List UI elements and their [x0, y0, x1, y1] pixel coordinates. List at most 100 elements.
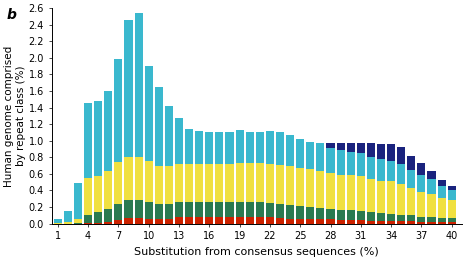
Bar — [427, 222, 436, 224]
Bar — [175, 217, 183, 224]
Bar — [327, 173, 335, 209]
Bar — [448, 218, 456, 222]
Bar — [185, 164, 193, 202]
Bar — [377, 181, 385, 213]
Bar — [296, 219, 304, 224]
Bar — [185, 217, 193, 224]
Bar — [54, 219, 62, 223]
Bar — [246, 217, 254, 224]
Bar — [397, 215, 405, 221]
Bar — [367, 157, 375, 179]
Bar — [336, 150, 345, 175]
Bar — [276, 132, 284, 165]
Bar — [418, 175, 425, 192]
Bar — [144, 161, 153, 202]
Bar — [64, 211, 72, 222]
Bar — [306, 219, 315, 224]
Bar — [397, 221, 405, 224]
Bar — [155, 204, 163, 219]
Bar — [357, 211, 365, 220]
Bar — [336, 210, 345, 220]
Bar — [418, 163, 425, 175]
Bar — [104, 171, 112, 209]
Bar — [215, 202, 223, 217]
Bar — [135, 200, 143, 218]
Bar — [377, 221, 385, 224]
Bar — [84, 215, 92, 223]
Bar — [407, 156, 415, 170]
X-axis label: Substitution from consensus sequences (%): Substitution from consensus sequences (%… — [134, 247, 379, 257]
Bar — [135, 13, 143, 157]
Bar — [84, 103, 92, 178]
Bar — [155, 166, 163, 204]
Bar — [296, 139, 304, 168]
Bar — [205, 133, 213, 164]
Bar — [195, 202, 203, 217]
Bar — [438, 180, 445, 186]
Bar — [357, 176, 365, 211]
Bar — [195, 164, 203, 202]
Bar — [347, 152, 355, 175]
Bar — [306, 142, 315, 169]
Bar — [316, 171, 324, 208]
Bar — [165, 204, 173, 219]
Bar — [104, 91, 112, 171]
Bar — [448, 186, 456, 191]
Bar — [407, 221, 415, 224]
Bar — [286, 205, 294, 219]
Bar — [84, 178, 92, 215]
Bar — [387, 181, 395, 214]
Bar — [215, 164, 223, 202]
Bar — [387, 144, 395, 161]
Bar — [94, 176, 102, 212]
Bar — [185, 202, 193, 217]
Bar — [235, 163, 244, 202]
Bar — [94, 223, 102, 224]
Bar — [246, 163, 254, 202]
Bar — [397, 164, 405, 184]
Bar — [316, 220, 324, 224]
Bar — [74, 183, 82, 219]
Bar — [205, 202, 213, 217]
Bar — [438, 222, 445, 224]
Bar — [316, 143, 324, 171]
Bar — [397, 184, 405, 215]
Bar — [185, 129, 193, 164]
Bar — [276, 165, 284, 204]
Bar — [357, 220, 365, 224]
Bar — [135, 157, 143, 200]
Bar — [246, 132, 254, 163]
Bar — [336, 143, 345, 150]
Bar — [427, 194, 436, 217]
Bar — [165, 166, 173, 204]
Bar — [226, 202, 233, 217]
Bar — [114, 59, 123, 162]
Bar — [448, 200, 456, 218]
Bar — [64, 222, 72, 224]
Bar — [357, 153, 365, 176]
Bar — [438, 186, 445, 198]
Bar — [266, 164, 274, 203]
Bar — [114, 204, 123, 220]
Bar — [327, 209, 335, 220]
Bar — [205, 217, 213, 224]
Bar — [276, 204, 284, 218]
Bar — [377, 213, 385, 221]
Bar — [54, 223, 62, 224]
Bar — [235, 217, 244, 224]
Bar — [427, 171, 436, 179]
Bar — [407, 170, 415, 188]
Bar — [448, 191, 456, 200]
Bar — [124, 218, 132, 224]
Bar — [347, 175, 355, 210]
Bar — [327, 220, 335, 224]
Bar — [144, 66, 153, 161]
Bar — [74, 219, 82, 223]
Bar — [165, 106, 173, 166]
Text: b: b — [7, 8, 17, 22]
Bar — [357, 143, 365, 153]
Bar — [316, 208, 324, 220]
Bar — [266, 131, 274, 164]
Bar — [286, 219, 294, 224]
Bar — [367, 143, 375, 157]
